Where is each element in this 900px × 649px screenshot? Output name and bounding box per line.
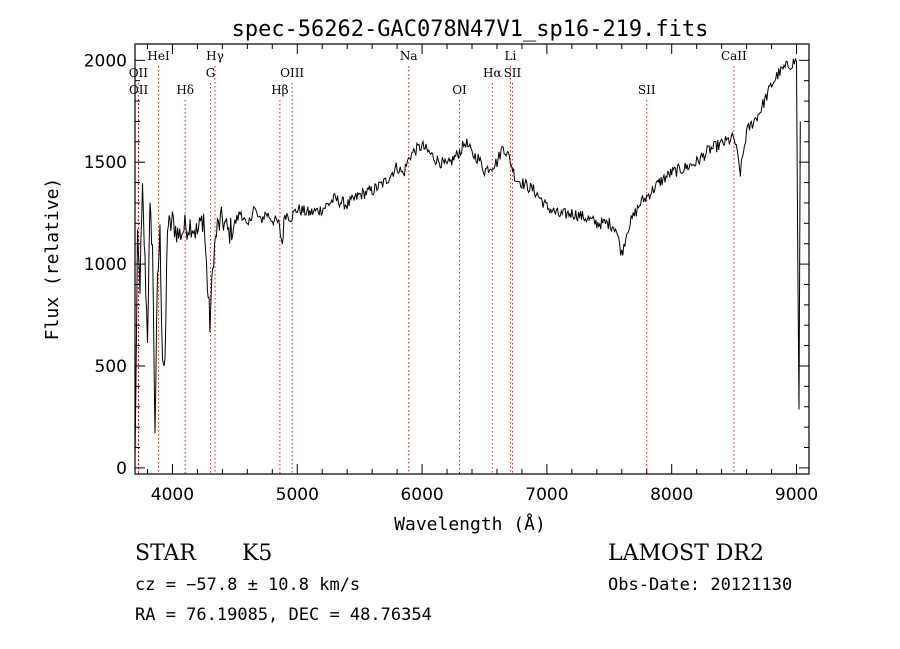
redshift-text: cz = −57.8 ± 10.8 km/s [135,575,360,595]
line-marker-label: HeI [147,49,170,63]
line-marker-label: Hδ [176,83,194,97]
line-marker-label: G [206,66,216,80]
line-marker-label: Hγ [206,49,224,63]
x-tick-label: 6000 [400,485,443,505]
object-class: STAR [135,541,197,566]
y-tick-label: 1000 [84,255,127,275]
subclass: K5 [242,541,272,566]
x-tick-label: 9000 [775,485,818,505]
line-marker-label: Li [505,49,517,63]
line-marker-label: OII [129,83,149,97]
line-marker-label: OI [452,83,467,97]
y-tick-label: 2000 [84,51,127,71]
obs-date: Obs-Date: 20121130 [608,575,792,595]
x-tick-label: 7000 [525,485,568,505]
line-marker-label: SII [504,66,522,80]
axes: 4000 5000 6000 7000 8000 9000 0 500 1000 1500 2000 [84,44,818,505]
spectrum-line [134,58,801,460]
survey-name: LAMOST DR2 [608,541,764,566]
line-marker-label: Hβ [271,83,288,97]
x-tick-label: 4000 [151,485,194,505]
x-tick-label: 8000 [650,485,693,505]
line-marker-label: CaII [721,49,747,63]
series-group [134,58,801,460]
y-tick-label: 500 [95,357,127,377]
line-marker-label: Hα [483,66,502,80]
plot-frame [134,43,810,475]
line-marker-label: Na [400,49,418,63]
y-axis-label: Flux (relative) [42,178,63,341]
x-tick-label: 5000 [276,485,319,505]
radec-text: RA = 76.19085, DEC = 48.76354 [135,605,432,625]
y-tick-label: 1500 [84,153,127,173]
x-axis-label: Wavelength (Å) [394,513,546,535]
line-marker-label: OIII [280,66,304,80]
y-tick-label: 0 [116,459,127,479]
line-marker-label: OII [129,66,149,80]
line-marker-label: SII [638,83,656,97]
chart-title: spec-56262-GAC078N47V1_sp16-219.fits [232,17,709,42]
